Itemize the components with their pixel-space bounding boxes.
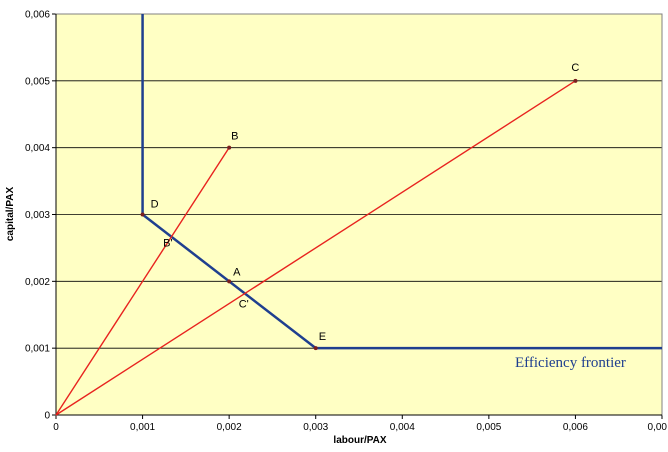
point-marker — [227, 279, 232, 284]
y-tick-label: 0 — [44, 411, 50, 422]
point-label: C' — [239, 298, 249, 310]
x-tick-label: 0,001 — [130, 422, 155, 433]
ray-line — [55, 147, 230, 416]
ray-line — [55, 80, 576, 416]
x-tick-label: 0,002 — [217, 422, 242, 433]
point-label: B' — [163, 238, 172, 250]
y-tick-label: 0,006 — [25, 10, 50, 21]
point-labels: B C D A E B' C' — [151, 62, 580, 343]
axes: 0 0,001 0,002 0,003 0,004 0,005 0,006 0 0,001 0,0… — [25, 10, 667, 434]
x-tick-label: 0,005 — [476, 422, 501, 433]
x-tick-label: 0,006 — [563, 422, 588, 433]
point-marker — [227, 145, 232, 150]
x-tick-label: 0 — [53, 422, 59, 433]
x-tick-label: 0,003 — [303, 422, 328, 433]
y-tick-label: 0,001 — [25, 344, 50, 355]
point-label: B — [231, 131, 238, 143]
point-label: E — [319, 331, 326, 343]
y-tick-label: 0,002 — [25, 277, 50, 288]
point-marker — [140, 212, 145, 217]
y-tick-label: 0,004 — [25, 143, 50, 154]
y-tick-label: 0,005 — [25, 76, 50, 87]
point-marker — [313, 346, 318, 351]
point-label: D — [151, 199, 159, 211]
point-label: A — [233, 266, 241, 278]
frontier-label: Efficiency frontier — [515, 355, 626, 371]
y-tick-label: 0,003 — [25, 210, 50, 221]
point-markers — [140, 78, 578, 351]
y-axis-title: capital/PAX — [5, 187, 16, 242]
point-marker — [573, 78, 578, 83]
point-label: C — [571, 62, 579, 74]
x-tick-label: 0,00 — [648, 422, 668, 433]
x-tick-label: 0,004 — [390, 422, 415, 433]
x-axis-title: labour/PAX — [333, 435, 386, 446]
